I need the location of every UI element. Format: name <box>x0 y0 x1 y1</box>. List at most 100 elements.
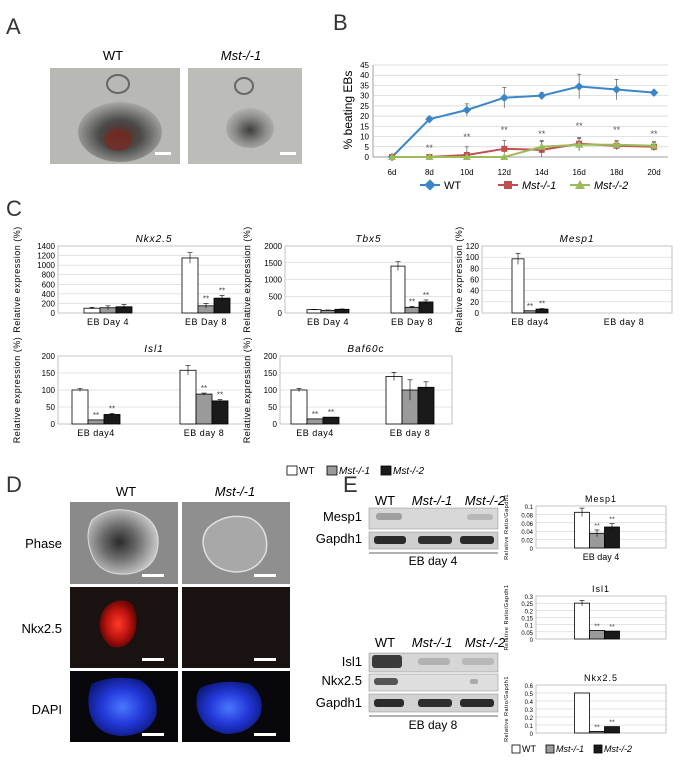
c-isl-bar <box>71 389 89 425</box>
b-legend-ko2-marker <box>575 180 585 189</box>
c-nkx-ytick: 200 <box>42 299 56 308</box>
e-isl-ytick: 0 <box>530 638 534 644</box>
c-baf: 0 50 100 150 200 Baf60c ** ** EB day4 EB day 8 Rel… <box>242 337 453 444</box>
c-legend-ko1: Mst-/-1 <box>339 466 370 477</box>
c-baf-sig: ** <box>312 410 318 419</box>
b-point-ko2 <box>388 153 396 160</box>
e-row-isl: Isl1 <box>342 654 362 669</box>
e-legend-ko2: Mst-/-2 <box>604 744 632 754</box>
e-legend: WT Mst-/-1 Mst-/-2 <box>511 744 632 754</box>
c-mesp-ytick: 80 <box>470 264 479 273</box>
d-phase-ko <box>182 502 290 584</box>
c-tbx-category: EB Day 8 <box>391 317 433 327</box>
d-phase-wt <box>70 502 178 584</box>
e-mesp-sig: ** <box>594 523 600 530</box>
b-sig-mark: ** <box>463 132 471 142</box>
b-sig-mark: ** <box>650 129 658 139</box>
e-isl-bar <box>589 630 605 640</box>
c-nkx-title: Nkx2.5 <box>135 234 172 245</box>
c-mesp-sig: ** <box>539 300 545 309</box>
e-isl-ytick: 0.25 <box>521 602 533 608</box>
e-row-mesp: Mesp1 <box>323 509 362 524</box>
c-nkx-ytick: 800 <box>42 271 56 280</box>
c-isl-bar <box>87 419 105 425</box>
e-mesp-caption: EB day 4 <box>583 552 620 562</box>
e-nkx-ytick: 0 <box>530 732 534 738</box>
b-xtick-label: 12d <box>498 168 511 177</box>
e-isl-sig: ** <box>609 624 615 631</box>
e-isl-bar <box>604 630 620 640</box>
c-nkx-ytick: 1400 <box>37 242 55 251</box>
d-label-wt: WT <box>116 484 136 499</box>
b-point-ko2 <box>462 153 471 160</box>
c-baf-bar <box>385 375 403 425</box>
e-nkx-ytick: 0.4 <box>525 700 534 706</box>
c-isl-ytick: 200 <box>42 352 56 361</box>
panel-letter-a: A <box>6 14 21 39</box>
c-tbx-bar <box>334 308 350 314</box>
b-ylabel: % beating EBs <box>341 71 355 150</box>
e-col-wt-bot: WT <box>375 635 395 650</box>
e-col-ko1-bot: Mst-/-1 <box>412 635 452 650</box>
b-point-ko1 <box>501 145 508 152</box>
c-isl-ytick: 150 <box>42 369 56 378</box>
b-xtick-label: 8d <box>425 168 434 177</box>
c-nkx-ytick: 0 <box>51 309 56 318</box>
c-mesp-ytick: 120 <box>466 242 480 251</box>
c-tbx-title: Tbx5 <box>355 234 381 245</box>
b-sig-mark: ** <box>538 129 546 139</box>
e-nkx-title: Nkx2.5 <box>584 673 618 683</box>
c-baf-ylabel: Relative expression (%) <box>242 337 252 444</box>
c-isl-bar <box>211 400 229 425</box>
c-tbx-ylabel: Relative expression (%) <box>242 226 252 333</box>
b-sig-mark: ** <box>501 125 509 135</box>
a-label-ko: Mst-/-1 <box>221 48 261 63</box>
c-nkx-sig: ** <box>219 286 225 295</box>
b-ytick-label: 30 <box>360 92 369 101</box>
e-nkx-bar <box>589 731 605 734</box>
c-tbx-sig: ** <box>409 297 415 306</box>
b-legend: WT Mst-/-1 Mst-/-2 <box>420 179 628 192</box>
b-point-wt <box>425 114 434 124</box>
c-isl-ytick: 100 <box>42 386 56 395</box>
b-ytick-label: 45 <box>360 61 369 70</box>
e-mesp-ytick: 0 <box>530 547 534 553</box>
c-tbx-bar <box>320 309 336 314</box>
d-row-phase: Phase <box>25 536 62 551</box>
b-xtick-label: 20d <box>647 168 660 177</box>
e-isl-sig: ** <box>594 623 600 630</box>
e-mesp-ytick: 0.08 <box>521 513 533 519</box>
b-point-wt <box>537 91 546 100</box>
c-tbx-ytick: 1500 <box>264 259 282 268</box>
e-isl-ylabel: Relative Ratio/Gapdh1 <box>504 585 510 651</box>
c-isl-bar <box>179 369 197 425</box>
c-mesp-ytick: 0 <box>475 309 480 318</box>
e-nkx-sig: ** <box>594 724 600 731</box>
e-blot-bottom <box>368 652 499 713</box>
b-point-ko2 <box>425 153 434 160</box>
e-nkx-sig: ** <box>609 720 615 727</box>
c-tbx-ytick: 500 <box>269 292 283 301</box>
c-baf-sig: ** <box>328 408 334 417</box>
e-nkx-bar <box>574 692 590 734</box>
e-legend-ko1-swatch <box>545 744 555 754</box>
c-baf-ytick: 0 <box>273 420 278 429</box>
b-point-ko2 <box>612 140 621 148</box>
c-mesp-category: EB day4 <box>511 317 549 327</box>
e-col-wt-top: WT <box>375 493 395 508</box>
d-label-ko: Mst-/-1 <box>215 484 255 499</box>
c-isl-category: EB day4 <box>77 428 115 438</box>
c-mesp-sig: ** <box>527 302 533 311</box>
c-baf-bar <box>290 389 308 425</box>
b-xtick-label: 10d <box>460 168 473 177</box>
e-nkx: 0 0.1 0.2 0.3 0.4 0.5 0.6 Nkx2.5 ** ** Relative Ra… <box>504 673 667 742</box>
c-legend-wt: WT <box>299 466 315 477</box>
b-ytick-label: 5 <box>365 143 370 152</box>
b-point-ko2 <box>650 141 658 149</box>
c-nkx-ytick: 600 <box>42 280 56 289</box>
e-nkx-ytick: 0.1 <box>525 724 534 730</box>
c-baf-ytick: 200 <box>264 352 278 361</box>
